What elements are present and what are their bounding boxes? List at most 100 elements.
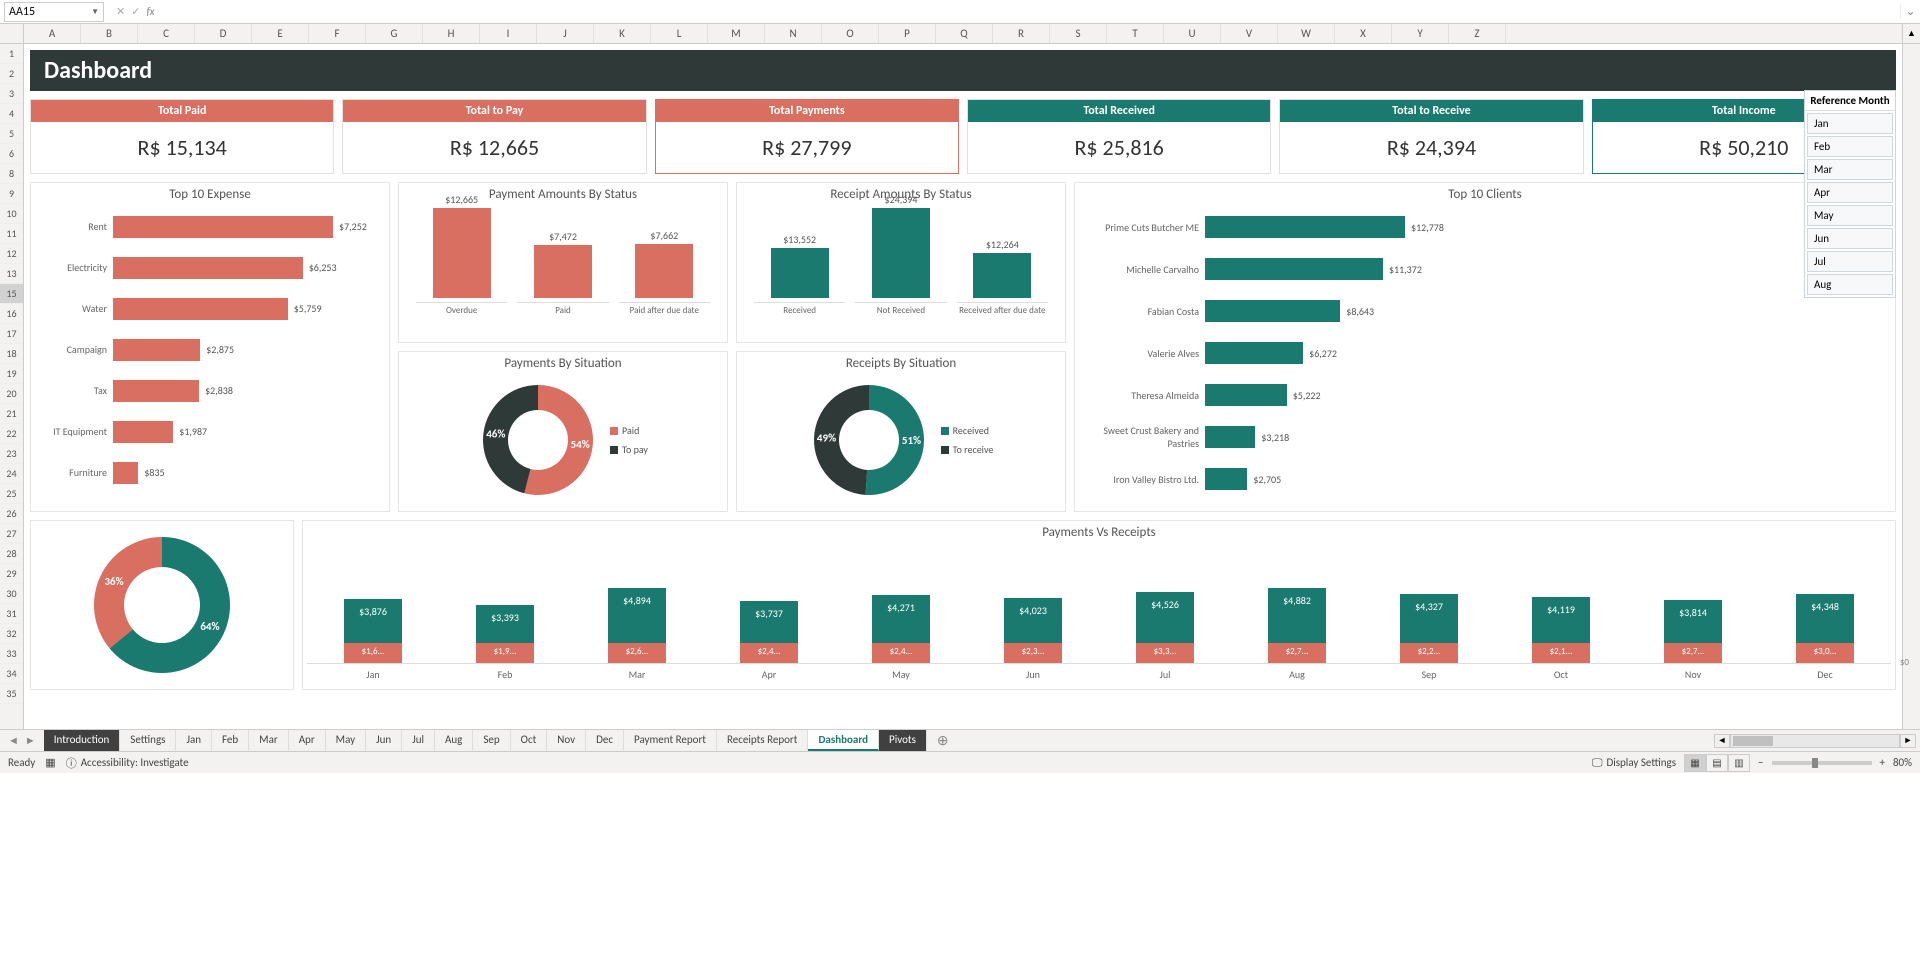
row-header[interactable]: 10 [0,204,23,224]
sheet-tab[interactable]: Jun [366,730,402,751]
row-header[interactable]: 16 [0,304,23,324]
sheet-tab[interactable]: Feb [212,730,249,751]
column-header[interactable]: U [1164,24,1221,43]
zoom-level[interactable]: 80% [1893,756,1912,769]
row-header[interactable]: 24 [0,464,23,484]
slicer-item[interactable]: Mar [1807,159,1893,180]
column-header[interactable]: A [24,24,81,43]
reference-month-slicer[interactable]: Reference Month JanFebMarAprMayJunJulAug [1804,90,1896,298]
row-header[interactable]: 17 [0,324,23,344]
sheet-tab[interactable]: Settings [120,730,176,751]
column-header[interactable]: J [537,24,594,43]
row-header[interactable]: 13 [0,264,23,284]
accessibility-icon[interactable]: ⓘ [66,755,77,771]
sheet-tab[interactable]: Mar [249,730,289,751]
slicer-item[interactable]: May [1807,205,1893,226]
vertical-scrollbar[interactable] [1902,44,1920,729]
display-settings[interactable]: Display Settings [1606,756,1676,769]
row-header[interactable]: 6 [0,144,23,164]
row-header[interactable]: 5 [0,124,23,144]
row-header[interactable]: 1 [0,44,23,64]
column-header[interactable]: W [1278,24,1335,43]
column-header[interactable]: F [309,24,366,43]
row-header[interactable]: 9 [0,184,23,204]
slicer-item[interactable]: Apr [1807,182,1893,203]
row-header[interactable]: 34 [0,664,23,684]
zoom-in-icon[interactable]: + [1880,756,1885,769]
accessibility-status[interactable]: Accessibility: Investigate [81,756,189,769]
column-header[interactable]: Z [1449,24,1506,43]
column-header[interactable]: P [879,24,936,43]
column-header[interactable]: Y [1392,24,1449,43]
row-header[interactable]: 15 [0,284,23,304]
sheet-tab[interactable]: Jul [402,730,435,751]
zoom-out-icon[interactable]: − [1758,756,1763,769]
column-header[interactable]: H [423,24,480,43]
sheet-tab[interactable]: Payment Report [624,730,717,751]
column-header[interactable]: E [252,24,309,43]
row-header[interactable]: 12 [0,244,23,264]
row-header[interactable]: 2 [0,64,23,84]
name-box[interactable]: AA15 ▼ [4,2,104,22]
sheet-tab[interactable]: Aug [435,730,473,751]
horizontal-scrollbar[interactable]: ◄ ► [959,734,1920,748]
slicer-item[interactable]: Aug [1807,274,1893,295]
row-header[interactable]: 31 [0,604,23,624]
column-header[interactable]: I [480,24,537,43]
sheet-tab[interactable]: Introduction [44,730,121,751]
column-header[interactable]: L [651,24,708,43]
column-header[interactable]: M [708,24,765,43]
slicer-item[interactable]: Jun [1807,228,1893,249]
normal-view-icon[interactable]: ▦ [1684,754,1706,772]
slicer-item[interactable]: Jul [1807,251,1893,272]
column-header[interactable]: C [138,24,195,43]
formula-expand-icon[interactable]: ⌄ [1900,4,1920,19]
sheet-nav-prev-icon[interactable]: ◄ [8,734,19,747]
sheet-nav-next-icon[interactable]: ► [25,734,36,747]
row-header[interactable]: 22 [0,424,23,444]
scroll-left-icon[interactable]: ◄ [1714,734,1730,748]
column-header[interactable]: G [366,24,423,43]
select-all-corner[interactable] [0,24,24,43]
column-header[interactable]: X [1335,24,1392,43]
slicer-item[interactable]: Feb [1807,136,1893,157]
sheet-tab[interactable]: Receipts Report [717,730,808,751]
slicer-item[interactable]: Jan [1807,113,1893,134]
column-header[interactable]: S [1050,24,1107,43]
row-header[interactable]: 27 [0,524,23,544]
scroll-up-icon[interactable]: ▲ [1902,24,1920,44]
row-header[interactable]: 21 [0,404,23,424]
column-header[interactable]: K [594,24,651,43]
row-header[interactable]: 11 [0,224,23,244]
sheet-tab[interactable]: Jan [176,730,212,751]
sheet-tab[interactable]: May [326,730,366,751]
sheet-tab[interactable]: Nov [547,730,586,751]
row-header[interactable]: 18 [0,344,23,364]
column-header[interactable]: O [822,24,879,43]
row-header[interactable]: 33 [0,644,23,664]
row-header[interactable]: 3 [0,84,23,104]
row-header[interactable]: 19 [0,364,23,384]
dropdown-icon[interactable]: ▼ [91,7,99,17]
column-header[interactable]: V [1221,24,1278,43]
formula-input[interactable] [163,2,1900,22]
accept-icon[interactable]: ✓ [131,5,140,18]
fx-icon[interactable]: fx [146,5,154,18]
add-sheet-button[interactable]: ⊕ [927,732,959,749]
row-header[interactable]: 23 [0,444,23,464]
row-header[interactable]: 32 [0,624,23,644]
row-header[interactable]: 4 [0,104,23,124]
column-header[interactable]: D [195,24,252,43]
column-header[interactable]: B [81,24,138,43]
sheet-tab[interactable]: Pivots [879,730,927,751]
row-header[interactable]: 8 [0,164,23,184]
sheet-tab[interactable]: Oct [511,730,548,751]
sheet-tab[interactable]: Sep [473,730,510,751]
sheet-tab[interactable]: Dashboard [808,730,879,751]
sheet-tab[interactable]: Apr [289,730,326,751]
column-header[interactable]: R [993,24,1050,43]
row-header[interactable]: 35 [0,684,23,704]
column-header[interactable]: N [765,24,822,43]
column-header[interactable]: Q [936,24,993,43]
row-header[interactable]: 26 [0,504,23,524]
